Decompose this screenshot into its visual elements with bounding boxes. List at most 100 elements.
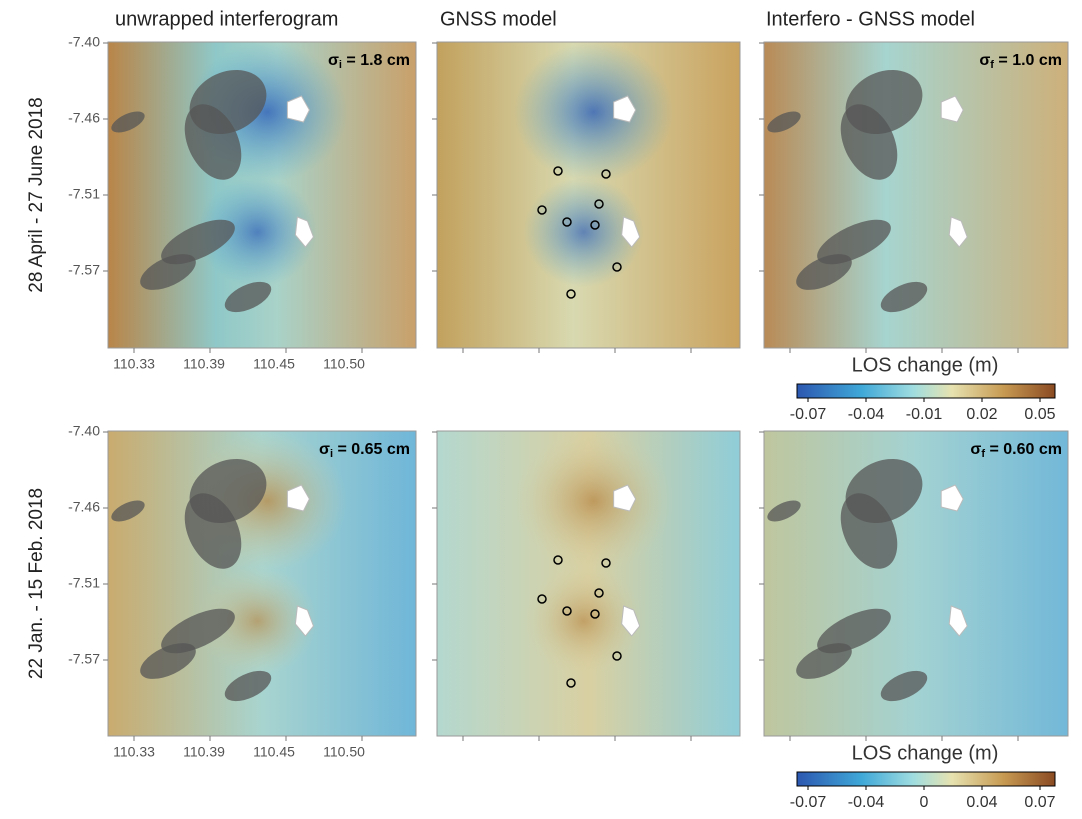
colorbar-title: LOS change (m) [852,742,999,764]
sigma-symbol: σ [328,52,339,69]
summit [948,216,968,248]
sigma-label: σf = 1.0 cm [979,52,1062,71]
gnss-station [537,205,547,215]
masked-area [140,254,196,290]
x-tick-label: 110.45 [253,356,295,372]
masked-area [224,281,272,313]
summit [294,216,314,248]
gnss-station [612,651,622,661]
summit [613,95,637,123]
masked-area [111,500,145,522]
colorbar-tick-label: -0.01 [906,406,943,423]
x-tick-label: 110.33 [113,744,155,760]
row-label: 28 April - 27 June 2018 [26,97,47,292]
masked-area [767,500,801,522]
y-tick-label: -7.51 [68,186,100,202]
gnss-station [612,262,622,272]
sigma-subscript: f [981,448,985,460]
x-tick-label: 110.45 [253,744,295,760]
gnss-station [601,169,611,179]
sigma-value: = 0.65 cm [333,441,410,458]
masked-area [880,670,928,702]
masked-area [184,104,242,180]
row-label: 22 Jan. - 15 Feb. 2018 [26,488,47,679]
gnss-station [553,555,563,565]
colorbar [796,383,1056,399]
summit [940,484,964,512]
masked-area [880,281,928,313]
deformation-lobe [523,177,644,287]
masked-area [796,643,852,679]
colorbar-tick-label: 0.02 [966,406,997,423]
sigma-subscript: i [330,448,333,460]
sigma-value: = 1.0 cm [994,52,1062,69]
masked-area [840,104,898,180]
column-title: GNSS model [440,8,557,30]
gnss-station [553,166,563,176]
summit [294,605,314,637]
summit [948,605,968,637]
masked-area [161,219,235,265]
masked-area [817,608,891,654]
gnss-station [566,678,576,688]
summit [286,95,310,123]
masked-area [767,111,801,133]
masked-area [111,111,145,133]
colorbar [796,771,1056,787]
y-tick-label: -7.57 [68,651,100,667]
colorbar-tick-label: -0.04 [848,406,885,423]
deformation-lobe [197,177,318,287]
y-tick-label: -7.46 [68,110,100,126]
deformation-lobe [513,431,674,571]
sigma-subscript: i [339,59,342,71]
masked-area [224,670,272,702]
x-tick-label: 110.39 [183,744,225,760]
masked-area [184,493,242,569]
y-tick-label: -7.40 [68,423,100,439]
sigma-label: σf = 0.60 cm [970,441,1062,460]
sigma-label: σi = 1.8 cm [328,52,410,71]
deformation-lobe [523,566,644,676]
gnss-station [562,217,572,227]
gnss-station [590,220,600,230]
column-title: Interfero - GNSS model [766,8,975,30]
x-tick-label: 110.50 [323,356,365,372]
colorbar-tick-label: 0.05 [1024,406,1055,423]
colorbar-tick-label: -0.07 [790,406,827,423]
x-tick-label: 110.50 [323,744,365,760]
gnss-station [601,558,611,568]
masked-area [161,608,235,654]
gnss-station [562,606,572,616]
gnss-station [594,588,604,598]
deformation-lobe [513,42,674,182]
summit [613,484,637,512]
colorbar-tick-label: 0 [920,794,929,811]
gnss-station [537,594,547,604]
summit [621,216,641,248]
summit [621,605,641,637]
masked-area [140,643,196,679]
deformation-lobe [197,566,318,676]
masked-area [817,219,891,265]
sigma-label: σi = 0.65 cm [319,441,410,460]
colorbar-tick-label: 0.07 [1024,794,1055,811]
y-tick-label: -7.46 [68,499,100,515]
sigma-value: = 0.60 cm [985,441,1062,458]
gnss-station [566,289,576,299]
masked-area [840,493,898,569]
y-tick-label: -7.51 [68,575,100,591]
sigma-value: = 1.8 cm [342,52,410,69]
sigma-symbol: σ [319,441,330,458]
x-tick-label: 110.33 [113,356,155,372]
y-tick-label: -7.40 [68,34,100,50]
x-tick-label: 110.39 [183,356,225,372]
masked-area [796,254,852,290]
colorbar-tick-label: 0.04 [966,794,997,811]
y-tick-label: -7.57 [68,262,100,278]
summit [286,484,310,512]
colorbar-title: LOS change (m) [852,354,999,376]
sigma-symbol: σ [970,441,981,458]
colorbar-tick-label: -0.04 [848,794,885,811]
sigma-subscript: f [990,59,994,71]
